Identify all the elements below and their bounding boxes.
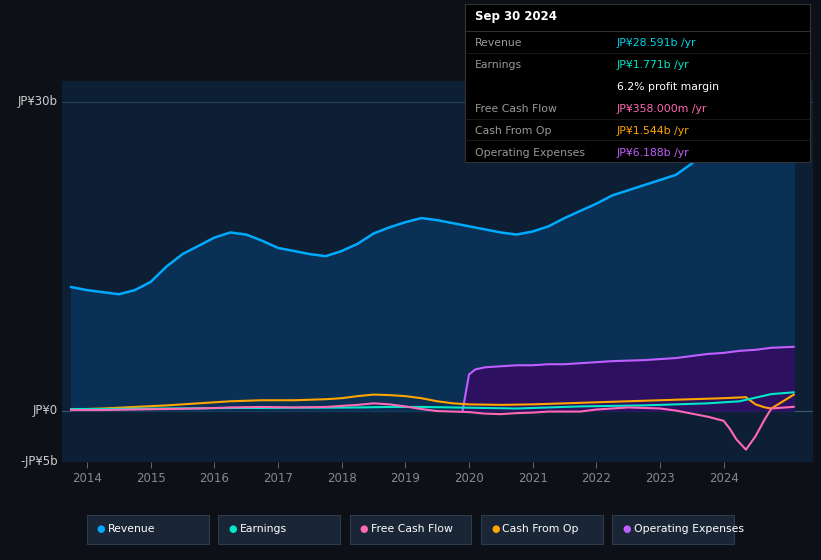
Text: Free Cash Flow: Free Cash Flow xyxy=(371,524,453,534)
Text: Operating Expenses: Operating Expenses xyxy=(475,147,585,157)
Text: -JP¥5b: -JP¥5b xyxy=(21,455,57,469)
Text: ●: ● xyxy=(491,524,499,534)
Text: Revenue: Revenue xyxy=(475,38,522,48)
Text: ●: ● xyxy=(228,524,236,534)
Text: Free Cash Flow: Free Cash Flow xyxy=(475,104,557,114)
Text: Earnings: Earnings xyxy=(240,524,287,534)
Text: ●: ● xyxy=(360,524,368,534)
Text: ●: ● xyxy=(97,524,105,534)
Text: JP¥1.771b /yr: JP¥1.771b /yr xyxy=(617,60,689,70)
Text: JP¥6.188b /yr: JP¥6.188b /yr xyxy=(617,147,689,157)
Text: 6.2% profit margin: 6.2% profit margin xyxy=(617,82,718,92)
Text: JP¥358.000m /yr: JP¥358.000m /yr xyxy=(617,104,707,114)
Text: Earnings: Earnings xyxy=(475,60,521,70)
Text: JP¥28.591b /yr: JP¥28.591b /yr xyxy=(617,38,696,48)
Text: Cash From Op: Cash From Op xyxy=(502,524,579,534)
Text: JP¥0: JP¥0 xyxy=(33,404,57,417)
Text: Cash From Op: Cash From Op xyxy=(475,125,551,136)
Text: JP¥1.544b /yr: JP¥1.544b /yr xyxy=(617,125,689,136)
Text: Sep 30 2024: Sep 30 2024 xyxy=(475,10,557,24)
Text: Operating Expenses: Operating Expenses xyxy=(634,524,744,534)
Text: ●: ● xyxy=(622,524,631,534)
Text: JP¥30b: JP¥30b xyxy=(18,95,57,108)
Text: Revenue: Revenue xyxy=(108,524,156,534)
